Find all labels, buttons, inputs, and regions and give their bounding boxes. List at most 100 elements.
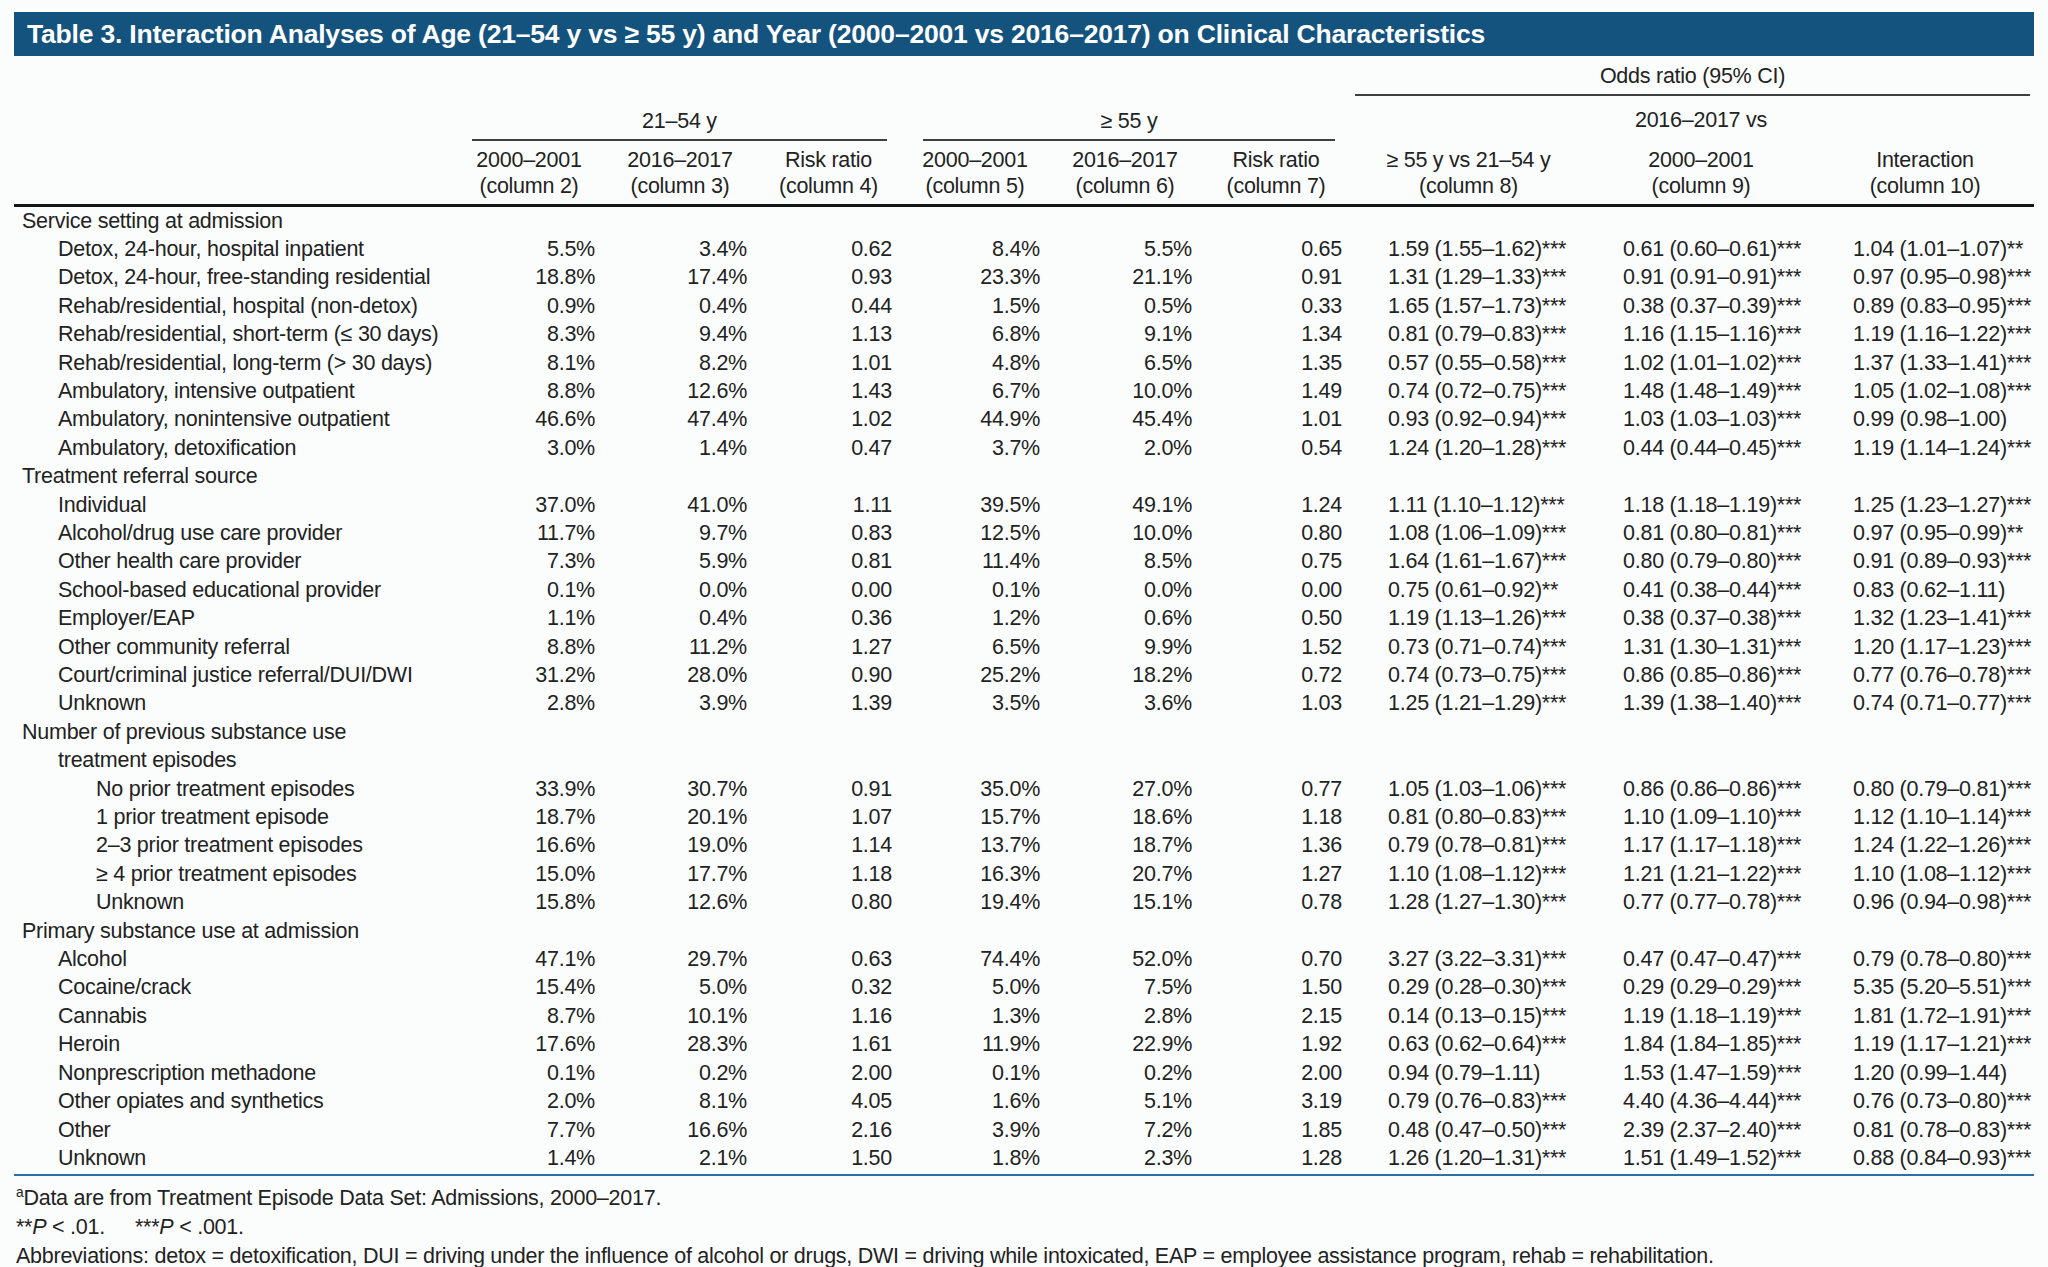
value-cell-col2: 7.3% xyxy=(454,547,604,575)
value-cell-col5: 1.5% xyxy=(901,292,1049,320)
value-cell-col7: 0.77 xyxy=(1201,775,1351,803)
section-empty-cells xyxy=(454,746,2034,774)
odds-ratio-cell-col10: 0.74 (0.71–0.77)*** xyxy=(1816,689,2034,717)
col6-header: 2016–2017(column 6) xyxy=(1049,141,1201,206)
value-cell-col6: 45.4% xyxy=(1049,405,1201,433)
section-row: Number of previous substance use xyxy=(14,718,2034,746)
value-cell-col2: 46.6% xyxy=(454,405,604,433)
table-row: 2–3 prior treatment episodes16.6%19.0%1.… xyxy=(14,831,2034,859)
value-cell-col4: 1.39 xyxy=(756,689,901,717)
value-cell-col2: 11.7% xyxy=(454,519,604,547)
odds-ratio-cell-col9: 1.53 (1.47–1.59)*** xyxy=(1586,1059,1816,1087)
odds-ratio-cell-col8: 0.81 (0.80–0.83)*** xyxy=(1351,803,1586,831)
odds-ratio-cell-col10: 0.81 (0.78–0.83)*** xyxy=(1816,1116,2034,1144)
value-cell-col5: 6.7% xyxy=(901,377,1049,405)
row-label: Cocaine/crack xyxy=(14,973,454,1001)
value-cell-col6: 8.5% xyxy=(1049,547,1201,575)
table-row: Nonprescription methadone0.1%0.2%2.000.1… xyxy=(14,1059,2034,1087)
table-row: No prior treatment episodes33.9%30.7%0.9… xyxy=(14,775,2034,803)
odds-ratio-cell-col10: 1.37 (1.33–1.41)*** xyxy=(1816,349,2034,377)
table-row: Court/criminal justice referral/DUI/DWI3… xyxy=(14,661,2034,689)
row-label: Alcohol/drug use care provider xyxy=(14,519,454,547)
value-cell-col5: 44.9% xyxy=(901,405,1049,433)
value-cell-col3: 28.3% xyxy=(604,1030,756,1058)
header-blank xyxy=(1816,96,2034,141)
row-label: Other xyxy=(14,1116,454,1144)
row-label: Court/criminal justice referral/DUI/DWI xyxy=(14,661,454,689)
value-cell-col3: 41.0% xyxy=(604,491,756,519)
odds-ratio-cell-col9: 0.86 (0.86–0.86)*** xyxy=(1586,775,1816,803)
table-row: Employer/EAP1.1%0.4%0.361.2%0.6%0.501.19… xyxy=(14,604,2034,632)
value-cell-col7: 1.52 xyxy=(1201,633,1351,661)
value-cell-col2: 37.0% xyxy=(454,491,604,519)
odds-ratio-cell-col9: 1.31 (1.30–1.31)*** xyxy=(1586,633,1816,661)
section-empty-cells xyxy=(454,205,2034,235)
value-cell-col6: 3.6% xyxy=(1049,689,1201,717)
odds-ratio-cell-col9: 0.80 (0.79–0.80)*** xyxy=(1586,547,1816,575)
odds-ratio-cell-col8: 0.74 (0.73–0.75)*** xyxy=(1351,661,1586,689)
odds-ratio-cell-col9: 1.18 (1.18–1.19)*** xyxy=(1586,491,1816,519)
row-label: Primary substance use at admission xyxy=(14,917,454,945)
row-label: Number of previous substance use xyxy=(14,718,454,746)
value-cell-col6: 6.5% xyxy=(1049,349,1201,377)
value-cell-col4: 0.00 xyxy=(756,576,901,604)
value-cell-col6: 0.5% xyxy=(1049,292,1201,320)
table-row: Unknown1.4%2.1%1.501.8%2.3%1.281.26 (1.2… xyxy=(14,1144,2034,1172)
value-cell-col5: 15.7% xyxy=(901,803,1049,831)
value-cell-col7: 0.78 xyxy=(1201,888,1351,916)
table-row: Other opiates and synthetics2.0%8.1%4.05… xyxy=(14,1087,2034,1115)
value-cell-col3: 3.9% xyxy=(604,689,756,717)
header-odds-ratio-row: Odds ratio (95% CI) xyxy=(14,56,2034,96)
value-cell-col4: 1.16 xyxy=(756,1002,901,1030)
row-label: Unknown xyxy=(14,888,454,916)
value-cell-col7: 2.15 xyxy=(1201,1002,1351,1030)
value-cell-col3: 12.6% xyxy=(604,888,756,916)
row-label: Treatment referral source xyxy=(14,462,454,490)
value-cell-col2: 2.8% xyxy=(454,689,604,717)
value-cell-col5: 25.2% xyxy=(901,661,1049,689)
odds-ratio-cell-col10: 1.24 (1.22–1.26)*** xyxy=(1816,831,2034,859)
table-row: Detox, 24-hour, hospital inpatient5.5%3.… xyxy=(14,235,2034,263)
value-cell-col5: 6.5% xyxy=(901,633,1049,661)
odds-ratio-cell-col9: 0.47 (0.47–0.47)*** xyxy=(1586,945,1816,973)
col9-header-top: 2016–2017 vs xyxy=(1586,96,1816,141)
value-cell-col6: 21.1% xyxy=(1049,263,1201,291)
value-cell-col3: 0.4% xyxy=(604,292,756,320)
row-label: Detox, 24-hour, free-standing residentia… xyxy=(14,263,454,291)
value-cell-col2: 2.0% xyxy=(454,1087,604,1115)
age-group-55-cell: ≥ 55 y xyxy=(901,96,1351,141)
value-cell-col4: 0.44 xyxy=(756,292,901,320)
odds-ratio-cell-col10: 1.05 (1.02–1.08)*** xyxy=(1816,377,2034,405)
table-row: Other7.7%16.6%2.163.9%7.2%1.850.48 (0.47… xyxy=(14,1116,2034,1144)
odds-ratio-cell-col10: 1.19 (1.17–1.21)*** xyxy=(1816,1030,2034,1058)
value-cell-col6: 7.2% xyxy=(1049,1116,1201,1144)
value-cell-col7: 1.18 xyxy=(1201,803,1351,831)
value-cell-col7: 0.75 xyxy=(1201,547,1351,575)
odds-ratio-cell-col8: 1.10 (1.08–1.12)*** xyxy=(1351,860,1586,888)
value-cell-col2: 0.1% xyxy=(454,1059,604,1087)
value-cell-col6: 9.1% xyxy=(1049,320,1201,348)
odds-ratio-cell-col9: 0.61 (0.60–0.61)*** xyxy=(1586,235,1816,263)
odds-ratio-cell-col9: 1.21 (1.21–1.22)*** xyxy=(1586,860,1816,888)
row-label: Rehab/residential, long-term (> 30 days) xyxy=(14,349,454,377)
odds-ratio-cell-col10: 0.88 (0.84–0.93)*** xyxy=(1816,1144,2034,1172)
odds-ratio-cell-col8: 0.63 (0.62–0.64)*** xyxy=(1351,1030,1586,1058)
row-label: Ambulatory, intensive outpatient xyxy=(14,377,454,405)
table-row: Ambulatory, nonintensive outpatient46.6%… xyxy=(14,405,2034,433)
footnotes: aData are from Treatment Episode Data Se… xyxy=(14,1174,2034,1267)
table-row: Cocaine/crack15.4%5.0%0.325.0%7.5%1.500.… xyxy=(14,973,2034,1001)
value-cell-col2: 1.4% xyxy=(454,1144,604,1172)
value-cell-col6: 0.0% xyxy=(1049,576,1201,604)
age-group-55-header: ≥ 55 y xyxy=(923,108,1335,141)
value-cell-col5: 8.4% xyxy=(901,235,1049,263)
value-cell-col2: 8.7% xyxy=(454,1002,604,1030)
value-cell-col2: 31.2% xyxy=(454,661,604,689)
odds-ratio-cell-col8: 0.57 (0.55–0.58)*** xyxy=(1351,349,1586,377)
value-cell-col5: 23.3% xyxy=(901,263,1049,291)
odds-ratio-cell-col9: 1.48 (1.48–1.49)*** xyxy=(1586,377,1816,405)
col4-header: Risk ratio(column 4) xyxy=(756,141,901,206)
value-cell-col5: 3.5% xyxy=(901,689,1049,717)
value-cell-col5: 0.1% xyxy=(901,576,1049,604)
value-cell-col4: 1.50 xyxy=(756,1144,901,1172)
value-cell-col6: 27.0% xyxy=(1049,775,1201,803)
